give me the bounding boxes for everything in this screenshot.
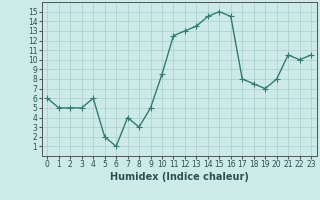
X-axis label: Humidex (Indice chaleur): Humidex (Indice chaleur) xyxy=(110,172,249,182)
